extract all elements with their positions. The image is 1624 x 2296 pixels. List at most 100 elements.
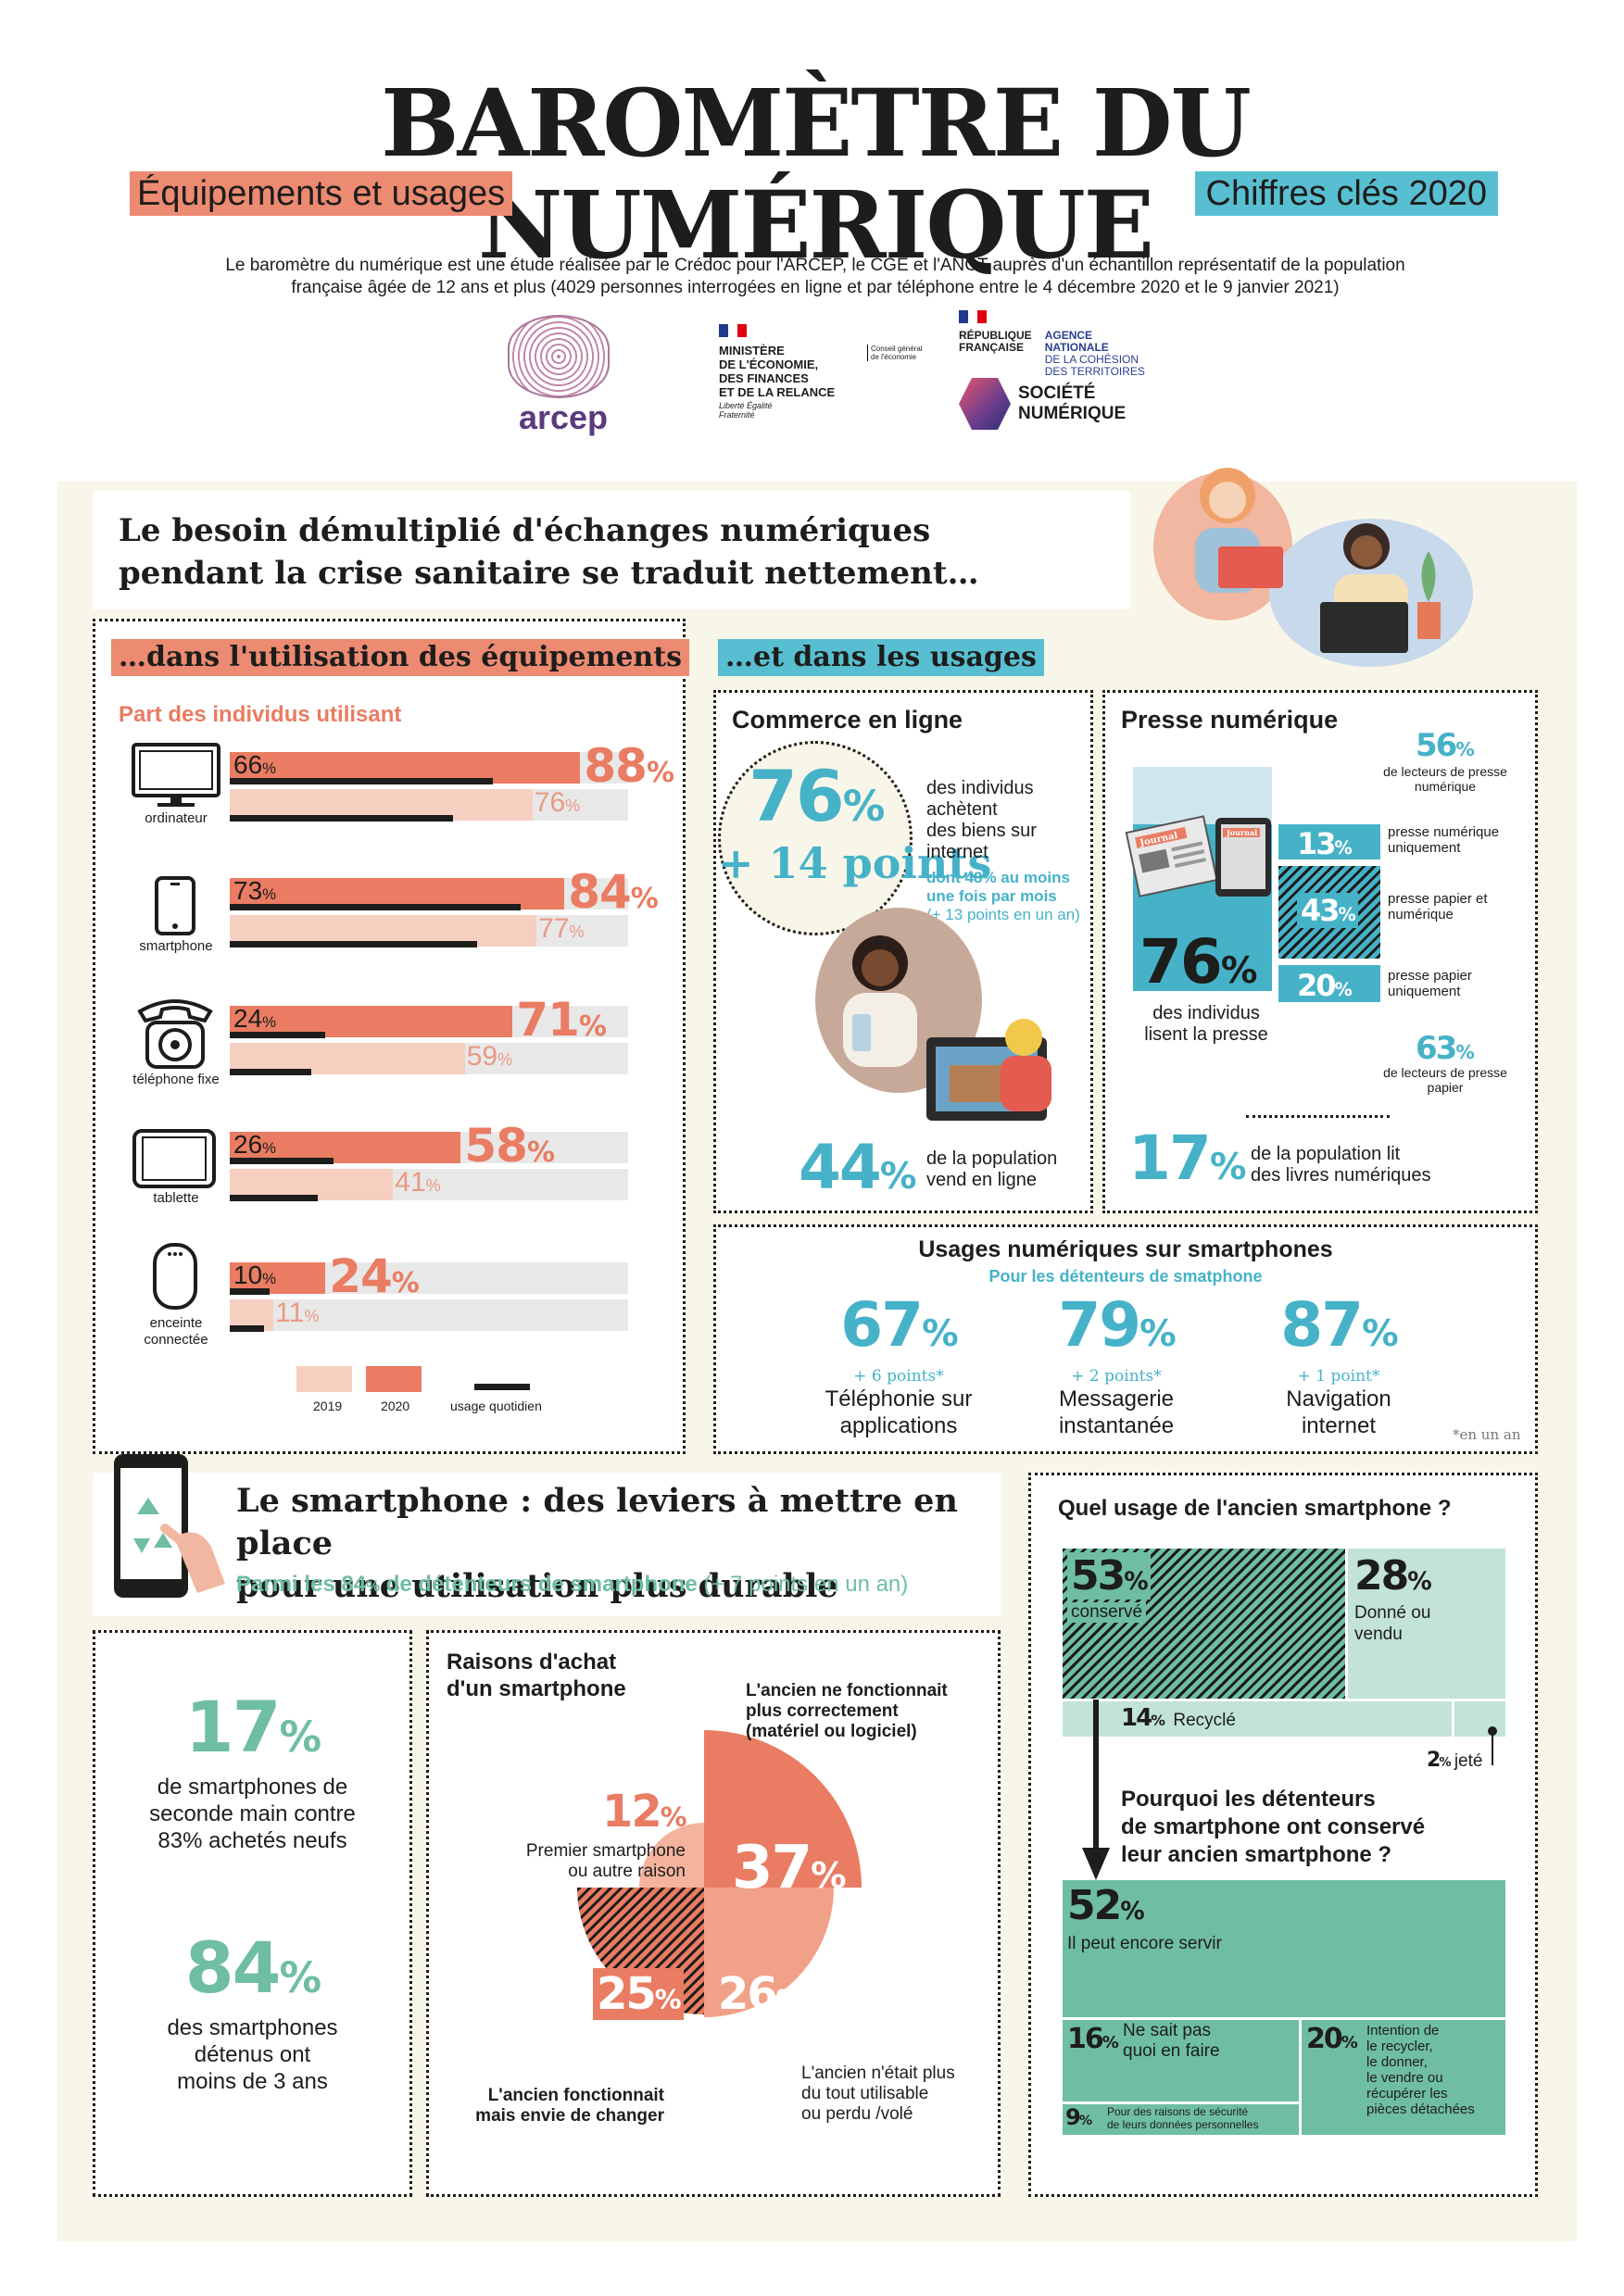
marianne-flag-icon bbox=[959, 310, 987, 323]
smartphone-usages-box bbox=[713, 1224, 1538, 1454]
ancien-donne-label: Donné ou vendu bbox=[1354, 1603, 1431, 1644]
usage-label: Téléphonie sur applications bbox=[825, 1386, 973, 1438]
value-2019: 76% bbox=[534, 787, 581, 818]
presse-row-papier-value: 20% bbox=[1297, 968, 1353, 1003]
value-2019: 77% bbox=[538, 913, 585, 944]
durable-heading-box bbox=[93, 1473, 1001, 1616]
second-hand-text: de smartphones de seconde main contre 83… bbox=[149, 1775, 356, 1853]
legend-label-2019: 2019 bbox=[313, 1399, 343, 1413]
presse-value-text: des individus lisent la presse bbox=[1144, 1003, 1268, 1045]
segment-26 bbox=[704, 1888, 834, 2017]
subtitle-chiffres: Chiffres clés 2020 bbox=[1194, 171, 1498, 216]
usage-delta: + 2 points* bbox=[1071, 1367, 1162, 1386]
reason-servir-label: Il peut encore servir bbox=[1067, 1934, 1222, 1953]
equipment-subtitle: Part des individus utilisant bbox=[119, 702, 402, 727]
bar-daily-2019 bbox=[230, 815, 454, 822]
usage-value: 79% bbox=[1058, 1289, 1176, 1361]
raison-26-value: 26% bbox=[718, 1968, 803, 2020]
daily-value: 73% bbox=[233, 876, 277, 905]
jete-dot-icon bbox=[1488, 1726, 1497, 1736]
page-title: BAROMÈTRE DU NUMÉRIQUE bbox=[381, 69, 1252, 280]
hexagon-icon bbox=[959, 378, 1011, 430]
ancien-question: Pourquoi les détenteurs de smartphone on… bbox=[1121, 1787, 1426, 1867]
raison-37-label: L'ancien ne fonctionnait plus correcteme… bbox=[746, 1681, 948, 1741]
landline-phone-icon bbox=[137, 999, 213, 1069]
arrow-down-icon bbox=[1082, 1700, 1110, 1880]
usage-value: 87% bbox=[1280, 1289, 1398, 1361]
daily-value: 66% bbox=[233, 750, 277, 779]
jete-leader-line bbox=[1492, 1730, 1493, 1765]
presse-value: 76% bbox=[1139, 926, 1257, 997]
daily-value: 10% bbox=[233, 1261, 277, 1289]
raison-12-label: Premier smartphone ou autre raison bbox=[525, 1841, 686, 1881]
presse-bottom-value: 63% bbox=[1416, 1030, 1475, 1067]
intro-text: Le baromètre du numérique est une étude … bbox=[225, 256, 1405, 297]
ancien-recycle: 14% Recyclé bbox=[1121, 1704, 1236, 1732]
presse-row-mixte-text: presse papier et numérique bbox=[1388, 891, 1488, 922]
reason-servir-value: 52% bbox=[1067, 1882, 1145, 1929]
presse-top-value: 56% bbox=[1416, 727, 1475, 764]
daily-value: 26% bbox=[233, 1130, 277, 1159]
reason-bar-securite bbox=[1063, 2104, 1299, 2135]
usage-label: Messagerie instantanée bbox=[1058, 1386, 1175, 1438]
commerce-sell-text: de la population vend en ligne bbox=[926, 1148, 1058, 1190]
equipment-label: …dans l'utilisation des équipements bbox=[111, 639, 689, 676]
commerce-circle bbox=[718, 741, 913, 935]
bar-daily-2020 bbox=[230, 1032, 326, 1038]
value-2020: 84% bbox=[568, 865, 659, 919]
anct-logo: RÉPUBLIQUE FRANÇAISE AGENCE NATIONALE DE… bbox=[959, 310, 1181, 378]
ministere-logo: MINISTÈRE DE L'ÉCONOMIE, DES FINANCES ET… bbox=[719, 324, 941, 420]
bar-daily-2020 bbox=[230, 904, 521, 910]
newspaper-illustration: Journal Journal bbox=[1125, 815, 1271, 897]
recycling-phone-icon bbox=[114, 1454, 225, 1598]
reason-bar-intention bbox=[1302, 2020, 1505, 2135]
ancien-jete: 2% jeté bbox=[1427, 1749, 1483, 1772]
ancien-conserve-value: 53% bbox=[1067, 1552, 1151, 1600]
reason-intention-value: 20% bbox=[1306, 2023, 1358, 2055]
legend-swatch-2019 bbox=[296, 1366, 352, 1392]
smart-speaker-icon bbox=[153, 1243, 197, 1310]
arcep-emblem-icon bbox=[508, 315, 610, 398]
crisis-heading: Le besoin démultiplié d'échanges numériq… bbox=[119, 512, 979, 592]
raison-12-value: 12% bbox=[602, 1786, 687, 1838]
commerce-text: des individus achètent des biens sur int… bbox=[926, 778, 1037, 862]
presse-row-numerique bbox=[1278, 824, 1380, 859]
daily-value: 24% bbox=[233, 1004, 277, 1033]
people-laptop-illustration bbox=[1153, 468, 1473, 667]
bar-daily-2019 bbox=[230, 1195, 319, 1201]
reason-intention-label: Intention de le recycler, le donner, le … bbox=[1366, 2023, 1475, 2117]
segment-12 bbox=[639, 1823, 704, 1888]
smartphone-usages-footnote: *en un an bbox=[1453, 1426, 1521, 1443]
bar-daily-2020 bbox=[230, 778, 493, 784]
raisons-title: Raisons d'achat d'un smartphone bbox=[447, 1650, 626, 1701]
presse-bar-top bbox=[1133, 767, 1272, 824]
subtitle-equipements: Équipements et usages bbox=[130, 171, 513, 216]
smartphone-usages-title: Usages numériques sur smartphones bbox=[918, 1236, 1333, 1262]
second-hand-value: 17% bbox=[184, 1686, 321, 1768]
presse-row-papier bbox=[1278, 965, 1380, 1002]
reason-securite-value: 9% bbox=[1065, 2104, 1092, 2130]
presse-title: Presse numérique bbox=[1121, 706, 1339, 734]
tablet-newspaper-title: Journal bbox=[1226, 828, 1257, 837]
commerce-sell-value: 44% bbox=[799, 1132, 916, 1203]
smartphone-usage-item: 67% + 6 points* Téléphonie sur applications bbox=[806, 1292, 991, 1439]
usage-delta: + 1 point* bbox=[1297, 1367, 1380, 1386]
societe-numerique-logo: SOCIÉTÉ NUMÉRIQUE bbox=[959, 378, 1126, 430]
usage-delta: + 6 points* bbox=[853, 1367, 944, 1386]
value-2019: 41% bbox=[395, 1167, 441, 1198]
device-label-smartphone: smartphone bbox=[139, 938, 213, 954]
smartphone-usages-subtitle: Pour les détenteurs de smatphone bbox=[988, 1267, 1263, 1286]
presse-row-numerique-value: 13% bbox=[1297, 826, 1353, 861]
reason-nesaitpas-value: 16% bbox=[1067, 2023, 1119, 2055]
arcep-logo: arcep bbox=[508, 315, 619, 436]
ancien-title: Quel usage de l'ancien smartphone ? bbox=[1058, 1496, 1452, 1521]
value-2020: 71% bbox=[516, 993, 607, 1047]
device-label-ordinateur: ordinateur bbox=[145, 810, 208, 826]
segment-37 bbox=[704, 1730, 862, 1888]
presse-bottom-text: de lecteurs de presse papier bbox=[1383, 1065, 1507, 1095]
second-hand-box bbox=[93, 1630, 412, 2197]
device-label-enceinte: enceinte connectée bbox=[144, 1315, 208, 1348]
bar-daily-2020 bbox=[230, 1288, 270, 1295]
value-2020: 58% bbox=[464, 1119, 555, 1173]
raison-25-value: 25% bbox=[593, 1968, 684, 2020]
